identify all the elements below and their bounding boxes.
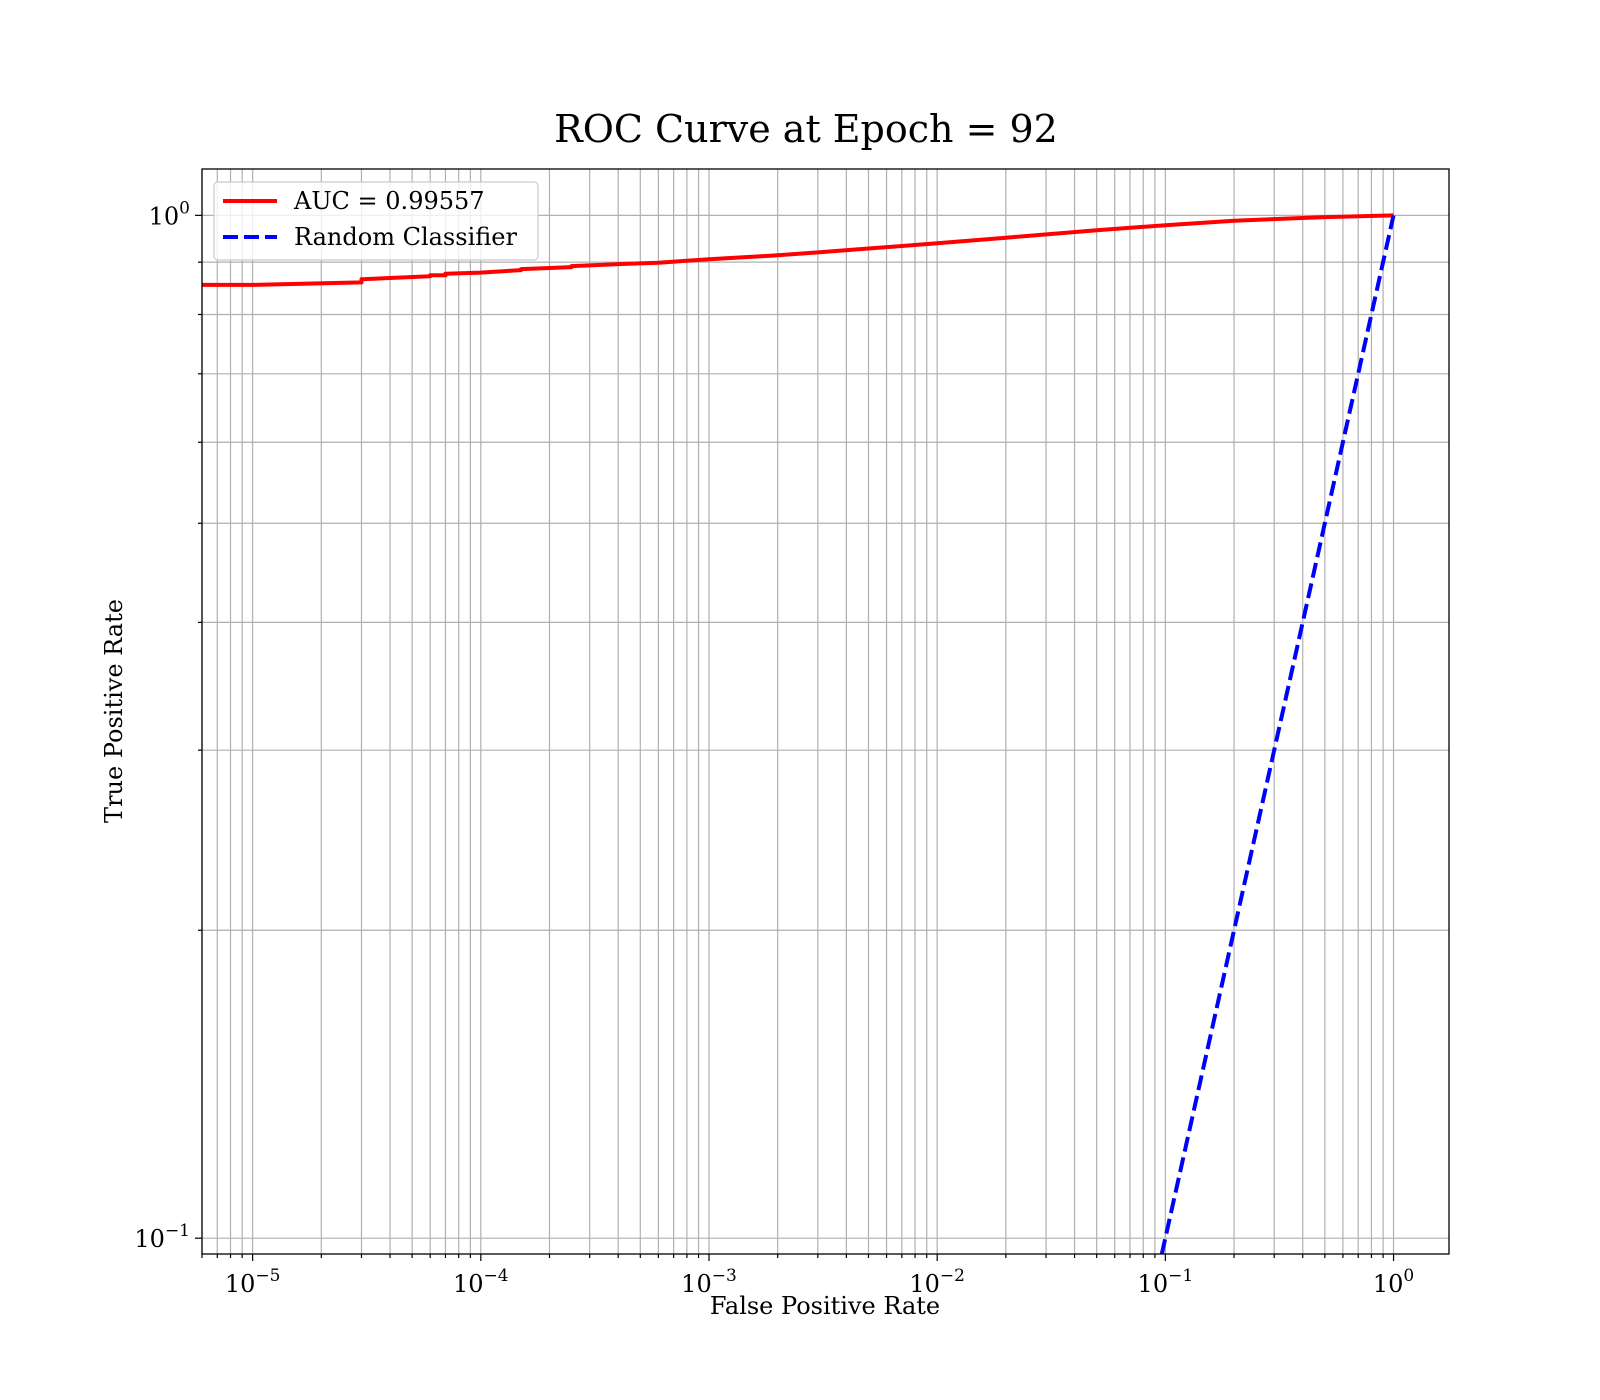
legend-box — [213, 181, 539, 261]
plot-series — [202, 213, 1396, 1254]
x-axis-label: False Positive Rate — [710, 1292, 940, 1320]
roc-curve-line — [202, 213, 1394, 287]
legend-label-random-classifier: Random Classifier — [294, 223, 517, 251]
y-tick-label: 10−1 — [134, 1221, 190, 1253]
x-tick-label: 10−4 — [453, 1266, 509, 1298]
legend: AUC = 0.99557 Random Classifier — [213, 181, 539, 261]
chart-title: ROC Curve at Epoch = 92 — [554, 107, 1058, 151]
x-tick-label: 10−1 — [1138, 1266, 1194, 1298]
x-tick-label: 100 — [1373, 1266, 1414, 1298]
grid-lines — [201, 169, 1449, 1254]
random-classifier-line — [1159, 214, 1396, 1254]
legend-label-auc: AUC = 0.99557 — [293, 187, 485, 215]
y-axis-label: True Positive Rate — [100, 599, 128, 823]
x-tick-label: 10−5 — [225, 1266, 281, 1298]
plot-frame — [201, 168, 1450, 1255]
y-tick-label: 100 — [149, 198, 190, 230]
